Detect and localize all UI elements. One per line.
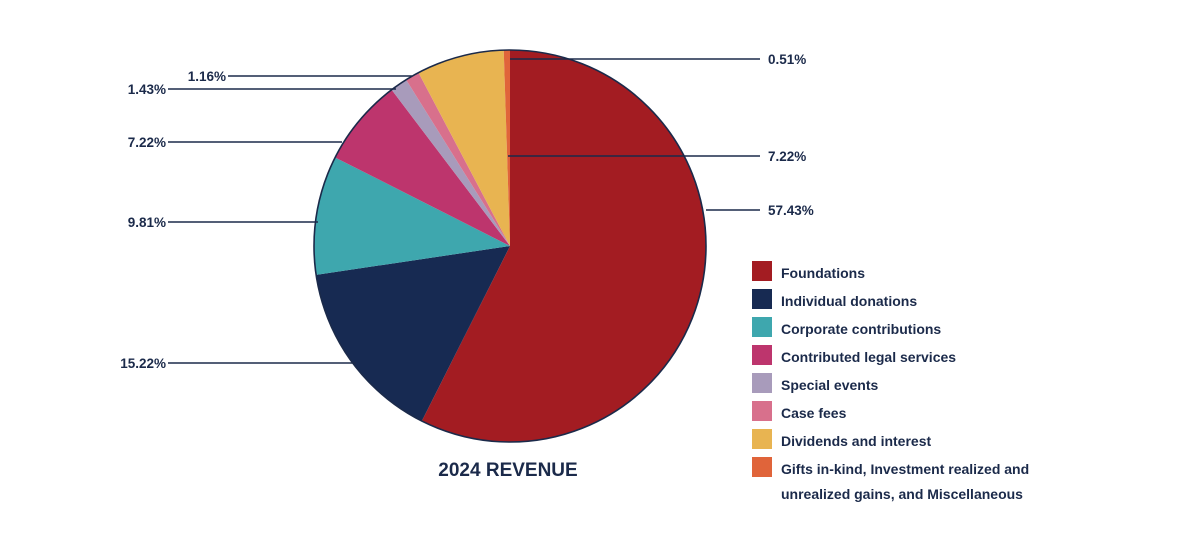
legend-item-corporate-contributions: Corporate contributions: [752, 314, 1172, 342]
legend-label: Contributed legal services: [781, 349, 957, 365]
percent-label-individual-donations: 15.22%: [120, 356, 166, 371]
percent-labels: 57.43% 15.22% 9.81% 7.22% 1.43% 1.16% 7.22% 0.5…: [120, 52, 814, 371]
percent-label-corporate-contributions: 9.81%: [128, 215, 166, 230]
pie-slice-contributed-legal-services: [335, 89, 510, 246]
legend-label: Foundations: [781, 265, 865, 281]
percent-label-contributed-legal-services: 7.22%: [128, 135, 166, 150]
legend-item-gifts-in-kind-investment-realized-and-un: Gifts in-kind, Investment realized and u…: [752, 454, 1172, 506]
legend-swatch: [752, 401, 772, 421]
legend-swatch: [752, 373, 772, 393]
pie-slice-dividends-and-interest: [418, 50, 510, 246]
pie-slice-foundations: [421, 50, 706, 442]
percent-label-gifts-in-kind-investment-realized-and-un: 0.51%: [768, 52, 806, 67]
legend-swatch: [752, 261, 772, 281]
legend-swatch: [752, 429, 772, 449]
percent-label-special-events: 1.43%: [128, 82, 166, 97]
legend-label: Corporate contributions: [781, 321, 942, 337]
legend-label: Dividends and interest: [781, 433, 932, 449]
pie-slice-special-events: [391, 79, 510, 246]
pie-slice-gifts-in-kind-investment-realized-and-un: [503, 50, 510, 246]
percent-label-dividends-and-interest: 7.22%: [768, 149, 806, 164]
legend-item-case-fees: Case fees: [752, 398, 1172, 426]
legend-label: Individual donations: [781, 293, 918, 309]
pie-slice-corporate-contributions: [313, 157, 510, 275]
legend-item-contributed-legal-services: Contributed legal services: [752, 342, 1172, 370]
legend-item-dividends-and-interest: Dividends and interest: [752, 426, 1172, 454]
percent-label-case-fees: 1.16%: [188, 69, 226, 84]
legend-label: Special events: [781, 377, 879, 393]
legend-swatch: [752, 457, 772, 477]
legend-label: Gifts in-kind, Investment realized and u…: [781, 461, 1030, 502]
pie-slices: [313, 49, 707, 443]
legend-swatch: [752, 345, 772, 365]
leader-lines: [168, 58, 760, 364]
legend-label: Case fees: [781, 405, 847, 421]
legend-swatch: [752, 317, 772, 337]
legend-item-special-events: Special events: [752, 370, 1172, 398]
pie-outline: [313, 49, 707, 443]
chart-title: 2024 REVENUE: [438, 460, 577, 481]
legend-item-foundations: Foundations: [752, 258, 1172, 286]
percent-label-foundations: 57.43%: [768, 203, 814, 218]
legend-item-individual-donations: Individual donations: [752, 286, 1172, 314]
legend-swatch: [752, 289, 772, 309]
legend: Foundations Individual donations Corporate…: [752, 258, 1172, 506]
pie-slice-case-fees: [406, 72, 510, 246]
